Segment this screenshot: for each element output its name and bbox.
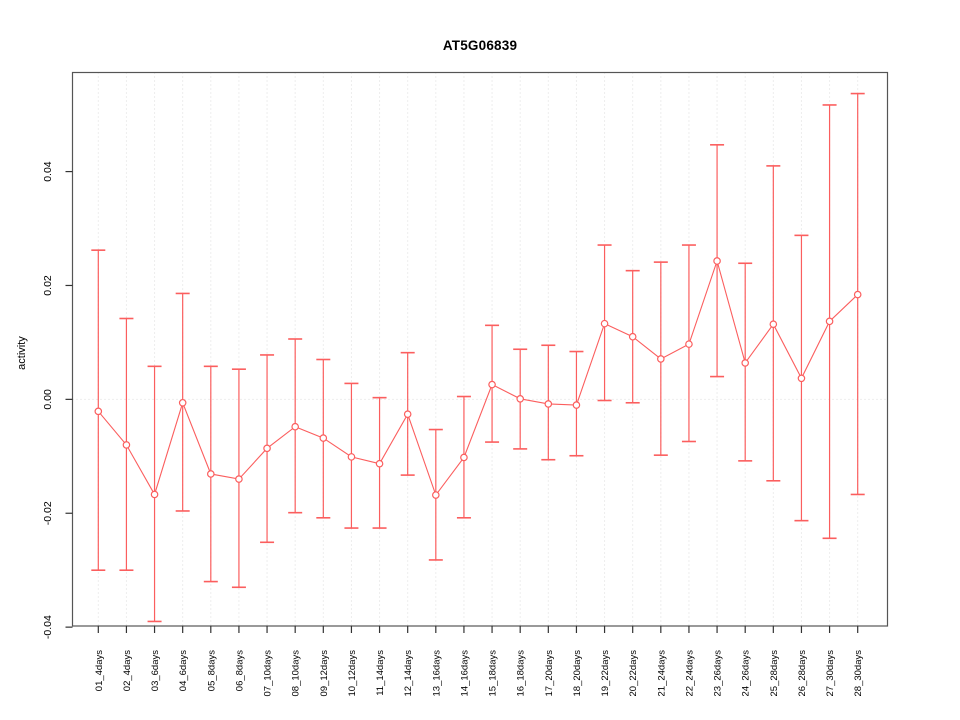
y-tick-label: 0.00 <box>42 389 54 410</box>
plot-box <box>71 71 889 627</box>
x-tick-label: 08_10days <box>291 650 302 697</box>
data-point <box>375 459 384 468</box>
data-point <box>853 290 862 299</box>
data-point <box>572 401 581 409</box>
x-tick-label: 13_16days <box>431 650 442 697</box>
data-point <box>403 410 412 418</box>
y-tick-label: -0.04 <box>42 615 54 639</box>
data-point <box>628 332 637 341</box>
x-tick-label: 06_8days <box>234 650 245 691</box>
data-point <box>235 475 243 483</box>
x-tick-label: 12_14days <box>403 650 414 697</box>
x-tick-label: 27_30days <box>825 650 836 697</box>
y-tick-label: 0.04 <box>42 161 54 182</box>
data-point <box>150 490 159 499</box>
data-point <box>797 374 806 383</box>
x-tick-label: 18_20days <box>572 650 583 697</box>
data-point <box>769 320 778 328</box>
x-tick-label: 11_14days <box>375 650 386 696</box>
x-tick-label: 07_10days <box>263 650 274 697</box>
data-point <box>94 407 103 416</box>
x-tick-label: 20_22days <box>628 650 639 697</box>
y-tick-label: 0.02 <box>42 275 54 296</box>
x-tick-label: 03_6days <box>150 650 161 691</box>
x-tick-label: 04_6days <box>178 650 189 691</box>
data-point <box>600 319 609 328</box>
data-point <box>516 394 524 403</box>
data-point <box>825 317 834 326</box>
x-tick-label: 22_24days <box>684 650 695 697</box>
data-point <box>263 444 271 453</box>
x-tick-label: 19_22days <box>600 650 611 697</box>
x-tick-label: 21_24days <box>656 650 667 697</box>
x-tick-label: 01_4days <box>94 650 105 691</box>
x-tick-label: 15_18days <box>488 650 499 697</box>
data-point <box>488 380 496 389</box>
data-point <box>713 257 721 265</box>
data-point <box>319 434 328 442</box>
data-point <box>432 491 440 499</box>
data-point <box>460 453 468 462</box>
x-tick-label: 09_12days <box>319 650 330 697</box>
data-point <box>122 441 131 449</box>
data-point <box>544 400 553 408</box>
data-point <box>207 470 215 478</box>
x-tick-label: 28_30days <box>853 650 864 697</box>
data-point <box>741 359 749 367</box>
data-point <box>347 453 356 461</box>
data-point <box>685 340 693 348</box>
x-tick-label: 25_28days <box>769 650 780 697</box>
data-point <box>178 398 187 407</box>
data-point <box>291 422 299 431</box>
x-tick-label: 05_8days <box>206 650 217 691</box>
x-tick-label: 16_18days <box>516 650 527 697</box>
series-line <box>97 259 859 497</box>
y-tick-label: -0.02 <box>42 501 54 525</box>
x-tick-label: 24_26days <box>741 650 752 697</box>
chart-title: AT5G06839 <box>442 38 518 53</box>
x-tick-label: 14_16days <box>459 650 470 697</box>
data-point <box>657 355 665 363</box>
x-tick-label: 17_20days <box>544 650 555 697</box>
x-tick-label: 02_4days <box>122 650 133 691</box>
x-tick-label: 26_28days <box>797 650 808 697</box>
x-tick-label: 23_26days <box>713 650 724 697</box>
x-tick-label: 10_12days <box>347 650 358 697</box>
